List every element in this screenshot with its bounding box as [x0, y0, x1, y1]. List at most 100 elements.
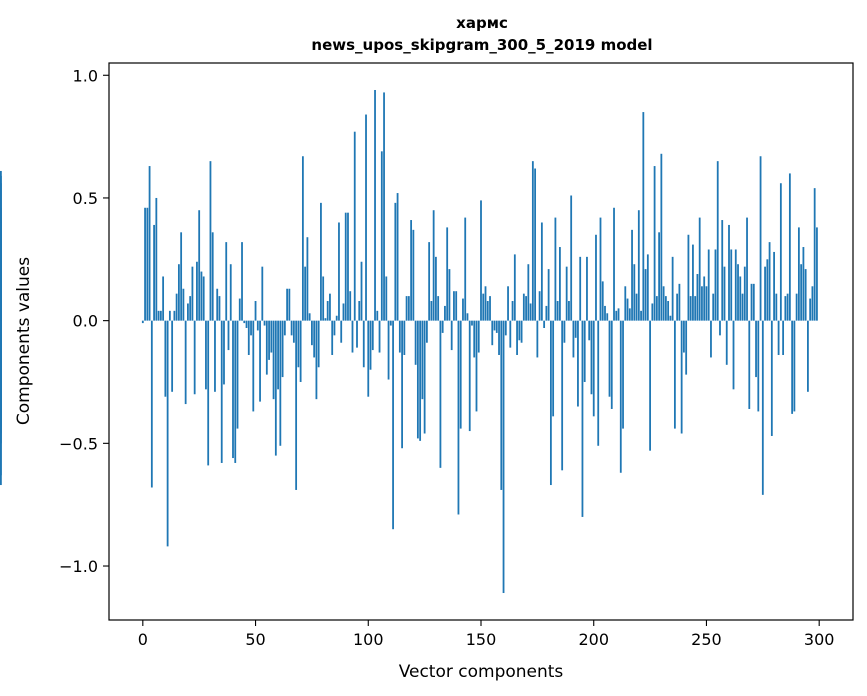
bar-101: [369, 320, 372, 370]
chart-subtitle: news_upos_skipgram_300_5_2019 model: [311, 36, 652, 54]
bar-291: [797, 227, 800, 321]
bar-13: [171, 320, 174, 392]
bar-233: [667, 301, 670, 321]
bar-241: [685, 320, 688, 375]
bar-185: [559, 247, 561, 321]
bar-98: [362, 320, 365, 368]
bar-51: [256, 320, 259, 331]
bar-273: [757, 320, 760, 412]
bar-254: [714, 249, 717, 321]
bar-234: [669, 315, 672, 321]
x-tick-label: 150: [466, 630, 497, 649]
bar-264: [737, 264, 739, 321]
bar-169: [522, 293, 525, 321]
bar-154: [489, 296, 491, 321]
bar-203: [599, 217, 602, 321]
bar-225: [649, 320, 651, 451]
bar-37: [225, 242, 228, 321]
bar-undefined: [0, 244, 2, 321]
bar-288: [791, 320, 794, 414]
bar-33: [216, 288, 219, 321]
bar-183: [554, 217, 557, 321]
bar-69: [297, 320, 300, 368]
bar-224: [646, 254, 649, 321]
bar-131: [437, 296, 440, 321]
bar-214: [624, 286, 627, 321]
bar-47: [247, 320, 250, 355]
y-tick-label: −0.5: [59, 434, 98, 453]
bar-117: [405, 296, 408, 321]
bar-29: [207, 320, 210, 466]
bar-222: [642, 112, 645, 321]
bar-60: [277, 320, 279, 390]
bar-129: [432, 210, 435, 321]
bar-194: [579, 256, 582, 321]
bar-201: [595, 234, 597, 321]
bar-18: [182, 288, 185, 321]
bar-9: [162, 276, 165, 321]
bar-2: [146, 207, 149, 321]
bar-290: [795, 293, 798, 321]
bar-undefined: [0, 320, 2, 333]
bar-244: [692, 244, 694, 321]
bar-120: [412, 229, 415, 321]
bar-28: [205, 320, 207, 390]
bar-232: [664, 296, 667, 321]
bar-206: [606, 313, 609, 321]
bar-259: [725, 320, 728, 365]
bar-97: [360, 261, 363, 321]
bar-151: [482, 293, 485, 321]
bar-277: [766, 259, 769, 321]
bar-12: [168, 310, 171, 321]
bar-149: [477, 320, 480, 353]
bar-115: [401, 320, 403, 449]
bar-45: [243, 320, 246, 324]
bar-295: [807, 320, 809, 392]
bar-105: [378, 320, 381, 353]
bar-160: [502, 320, 505, 594]
bar-16: [177, 264, 180, 321]
bar-32: [214, 320, 216, 392]
bar-240: [683, 320, 685, 353]
bar-263: [734, 249, 737, 321]
bar-283: [779, 183, 782, 321]
x-tick-label: 250: [691, 630, 722, 649]
bar-286: [786, 293, 789, 321]
bar-298: [813, 188, 816, 321]
bar-59: [274, 320, 277, 456]
bar-193: [577, 320, 579, 407]
bar-256: [719, 320, 721, 336]
bar-282: [777, 320, 780, 355]
bar-247: [698, 217, 701, 321]
bar-243: [689, 296, 692, 321]
bar-8: [159, 310, 162, 321]
x-tick-label: 200: [578, 630, 609, 649]
y-axis-label: Components values: [14, 257, 34, 425]
bar-173: [531, 161, 534, 321]
bar-177: [540, 222, 543, 321]
bar-23: [193, 320, 196, 395]
bar-76: [313, 320, 316, 358]
bar-223: [644, 269, 647, 321]
bar-96: [358, 301, 361, 321]
bar-188: [565, 266, 568, 321]
bar-14: [173, 310, 176, 321]
bar-55: [265, 320, 268, 375]
bar-219: [635, 293, 638, 321]
bar-284: [782, 320, 785, 355]
bar-152: [484, 286, 487, 321]
bar-292: [800, 264, 803, 321]
bar-272: [755, 320, 757, 378]
chart-title: хармс: [456, 14, 508, 32]
bar-266: [741, 293, 744, 321]
bar-58: [272, 320, 275, 400]
bar-257: [721, 220, 724, 321]
bar-176: [538, 291, 541, 321]
bar-248: [701, 286, 703, 321]
bar-124: [421, 320, 424, 400]
bar-142: [462, 298, 464, 321]
bar-192: [574, 320, 577, 338]
bar-287: [788, 173, 791, 321]
